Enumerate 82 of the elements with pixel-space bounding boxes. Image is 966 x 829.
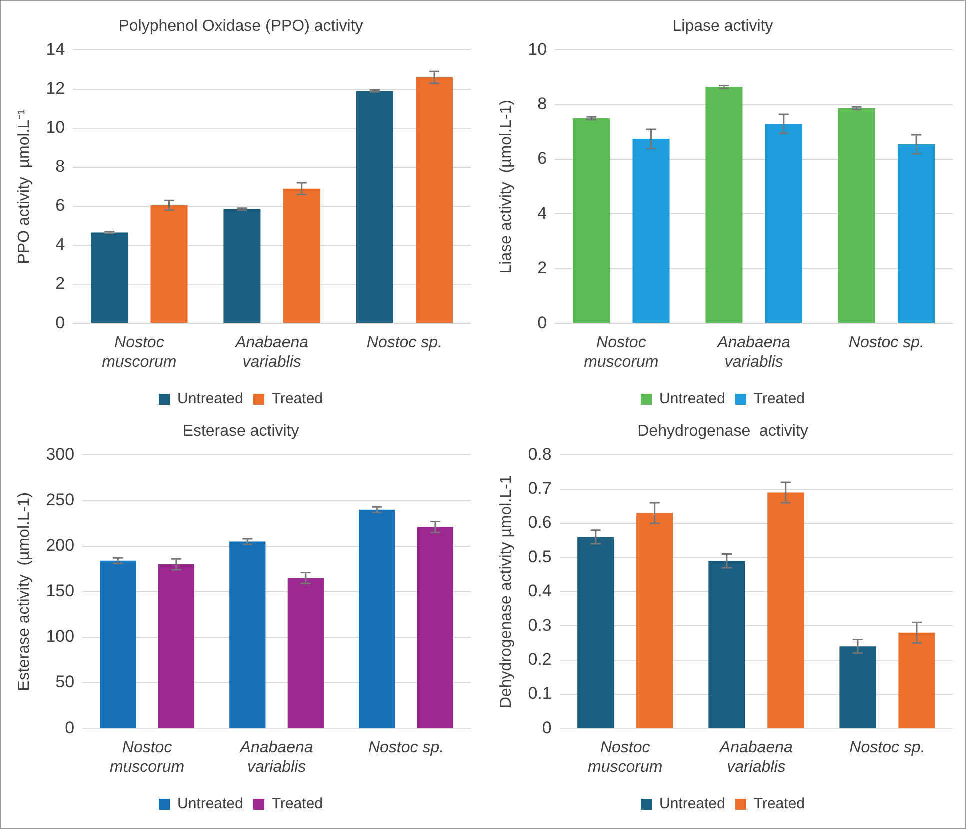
bar (100, 560, 136, 728)
bar (632, 139, 670, 324)
y-tick-label: 4 (56, 235, 66, 254)
bar (898, 632, 936, 728)
y-tick-label: 0.7 (528, 479, 552, 498)
bar (158, 564, 194, 728)
y-tick-label: 2 (538, 258, 548, 278)
legend-label: Untreated (177, 390, 244, 408)
y-tick-label: 0.1 (528, 684, 552, 704)
y-tick-label: 8 (56, 157, 66, 176)
y-tick-label: 0 (542, 718, 552, 738)
legend-label: Treated (754, 390, 806, 408)
bar (573, 118, 610, 324)
x-tick-label: Nostoc muscorum (584, 334, 659, 371)
chart-title: Esterase activity (182, 423, 300, 440)
x-tick-label: Anabaena variablis (718, 740, 793, 776)
bar (91, 232, 128, 324)
bar (416, 78, 454, 324)
chart-title: Dehydrogenase activity (638, 423, 808, 440)
bar (708, 561, 746, 728)
y-tick-label: 0.3 (528, 616, 552, 635)
bar (898, 144, 936, 324)
y-tick-label: 100 (46, 627, 75, 646)
y-tick-label: 0 (56, 313, 66, 332)
y-tick-label: 0.2 (528, 650, 552, 669)
bar (768, 492, 804, 728)
y-axis-title: Dehydrogenase activity µmol.L-1 (498, 475, 516, 709)
y-tick-label: 300 (46, 444, 75, 464)
bar (706, 87, 743, 324)
x-tick-label: Nostoc sp. (366, 334, 442, 352)
y-tick-label: 50 (56, 672, 75, 692)
x-tick-label: Nostoc muscorum (110, 740, 185, 776)
y-tick-label: 0.5 (528, 547, 552, 566)
bar (417, 527, 454, 728)
x-tick-label: Nostoc muscorum (588, 740, 663, 776)
bar (578, 537, 614, 728)
y-axis-title: PPO activity µmol.L⁻¹ (16, 110, 34, 264)
bar (288, 578, 324, 728)
legend-label: Treated (754, 796, 806, 813)
x-tick-label: Nostoc muscorum (102, 334, 177, 371)
legend-label: Treated (272, 796, 324, 813)
bar (283, 188, 320, 324)
x-tick-label: Nostoc sp. (368, 740, 444, 757)
legend-label: Treated (272, 390, 324, 408)
x-tick-label: Nostoc sp. (850, 740, 926, 757)
y-tick-label: 14 (46, 40, 66, 59)
y-tick-label: 4 (538, 204, 548, 223)
x-tick-label: Anabaena variablis (716, 334, 791, 371)
legend-label: Untreated (659, 390, 726, 408)
y-tick-label: 10 (528, 40, 548, 59)
y-tick-label: 150 (46, 582, 75, 601)
y-tick-label: 10 (46, 118, 66, 137)
x-tick-label: Nostoc sp. (848, 334, 924, 352)
y-tick-label: 8 (538, 94, 548, 114)
y-tick-label: 12 (46, 78, 66, 98)
bar (224, 209, 261, 324)
bar (636, 513, 674, 728)
bar (765, 124, 802, 324)
y-tick-label: 200 (46, 536, 75, 556)
y-tick-label: 2 (56, 274, 66, 294)
x-tick-label: Anabaena variablis (239, 740, 314, 776)
y-tick-label: 0.8 (528, 444, 552, 464)
bar (150, 205, 188, 324)
y-tick-label: 0 (65, 718, 75, 738)
bar (230, 542, 266, 728)
x-tick-label: Anabaena variablis (234, 334, 309, 371)
bar (838, 108, 876, 324)
bar (356, 91, 394, 324)
chart-title: Lipase activity (672, 18, 774, 36)
y-tick-label: 0.6 (528, 513, 552, 532)
y-tick-label: 6 (538, 149, 548, 168)
legend-label: Untreated (177, 796, 244, 813)
legend-label: Untreated (659, 796, 726, 813)
bar (359, 510, 396, 728)
y-tick-label: 6 (56, 196, 66, 216)
bar (840, 646, 876, 728)
chart-title: Polyphenol Oxidase (PPO) activity (118, 18, 364, 36)
y-tick-label: 250 (46, 490, 75, 510)
y-axis-title: Liase activity (µmol.L-1) (498, 100, 516, 274)
y-tick-label: 0 (538, 313, 548, 332)
y-tick-label: 0.4 (528, 582, 552, 601)
y-axis-title: Esterase activity (µmol.L-1) (16, 492, 34, 692)
